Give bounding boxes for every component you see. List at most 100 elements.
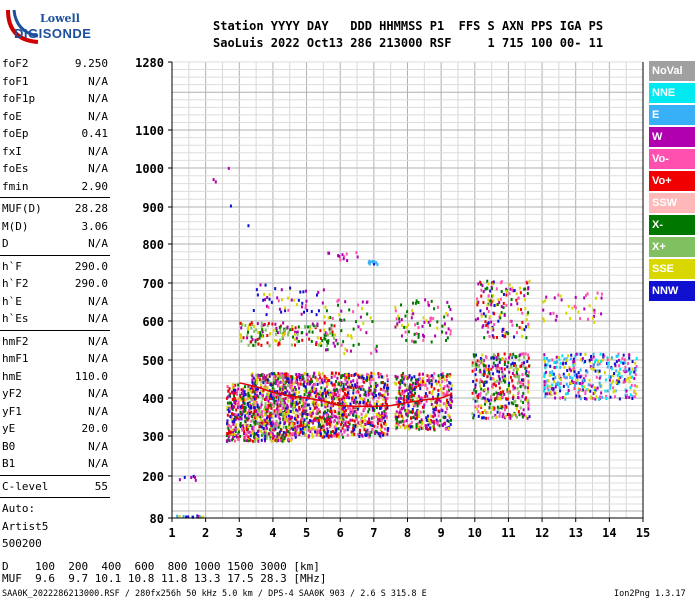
divider [0, 197, 110, 198]
echo-point [360, 424, 363, 428]
echo-point [512, 412, 515, 416]
echo-point [622, 369, 625, 373]
echo-point [555, 382, 558, 386]
param-value: N/A [88, 404, 108, 418]
echo-point [335, 380, 338, 384]
echo-point [338, 406, 341, 410]
echo-point [423, 320, 426, 324]
echo-point [230, 417, 233, 421]
echo-point [518, 374, 521, 378]
echo-point [527, 380, 530, 384]
echo-point [481, 358, 484, 362]
echo-point [253, 435, 256, 439]
echo-point [369, 388, 372, 392]
x-tick-label: 10 [468, 526, 482, 540]
echo-point [449, 329, 452, 333]
echo-point [494, 381, 497, 385]
echo-point [369, 260, 372, 264]
echo-point [338, 393, 341, 397]
echo-point [178, 514, 181, 518]
echo-point [302, 398, 305, 402]
x-tick-label: 9 [438, 526, 445, 540]
echo-point [280, 388, 283, 392]
echo-point [383, 415, 386, 419]
echo-point [239, 398, 242, 402]
echo-point [509, 366, 512, 370]
echo-point [386, 396, 389, 400]
echo-point [276, 390, 279, 394]
echo-point [255, 437, 258, 441]
echo-point [520, 327, 523, 331]
echo-point [190, 476, 193, 480]
echo-point [324, 405, 327, 409]
echo-point [487, 390, 490, 394]
echo-point [280, 288, 283, 292]
echo-point [544, 299, 547, 303]
echo-point [624, 393, 627, 397]
echo-point [593, 391, 596, 395]
echo-point [481, 411, 484, 415]
echo-point [288, 421, 291, 425]
echo-point [512, 393, 515, 397]
echo-point [487, 321, 490, 325]
echo-point [328, 394, 331, 398]
echo-point [229, 204, 232, 208]
echo-point [487, 364, 490, 368]
echo-point [287, 373, 290, 377]
echo-point [607, 361, 610, 365]
echo-point [399, 393, 402, 397]
param-row: foF2 9.250 [0, 55, 112, 73]
echo-point [514, 404, 517, 408]
echo-point [279, 421, 282, 425]
echo-point [309, 427, 312, 431]
echo-point [430, 316, 433, 320]
echo-point [512, 384, 515, 388]
echo-point [423, 403, 426, 407]
echo-point [318, 433, 321, 437]
echo-point [308, 330, 311, 334]
echo-point [328, 379, 331, 383]
echo-point [321, 394, 324, 398]
legend-item-noval: NoVal [649, 61, 695, 81]
echo-point [287, 419, 290, 423]
echo-point [296, 375, 299, 379]
echo-point [332, 374, 335, 378]
echo-point [482, 300, 485, 304]
echo-point [261, 432, 264, 436]
echo-point [256, 373, 259, 377]
divider [0, 329, 110, 331]
echo-point [603, 354, 606, 358]
echo-point [550, 387, 553, 391]
echo-point [315, 341, 318, 345]
echo-point [481, 325, 484, 329]
echo-point [484, 416, 487, 420]
echo-point [297, 298, 300, 302]
echo-point [521, 373, 524, 377]
echo-point [507, 382, 510, 386]
echo-point [484, 402, 487, 406]
echo-point [525, 370, 528, 374]
echo-point [335, 433, 338, 437]
echo-point [605, 396, 608, 400]
echo-point [497, 397, 500, 401]
echo-point [604, 389, 607, 393]
echo-point [264, 413, 267, 417]
echo-point [310, 395, 313, 399]
echo-point [252, 403, 255, 407]
echo-point [612, 390, 615, 394]
echo-point [563, 375, 566, 379]
echo-point [257, 342, 260, 346]
echo-point [298, 376, 301, 380]
echo-point [294, 426, 297, 430]
echo-point [287, 395, 290, 399]
echo-point [507, 361, 510, 365]
echo-point [320, 420, 323, 424]
echo-point [417, 332, 420, 336]
echo-point [576, 352, 579, 356]
echo-point [616, 373, 619, 377]
echo-point [253, 381, 256, 385]
echo-point [273, 381, 276, 385]
echo-point [412, 301, 415, 305]
echo-point [256, 337, 259, 341]
echo-point [252, 383, 255, 387]
